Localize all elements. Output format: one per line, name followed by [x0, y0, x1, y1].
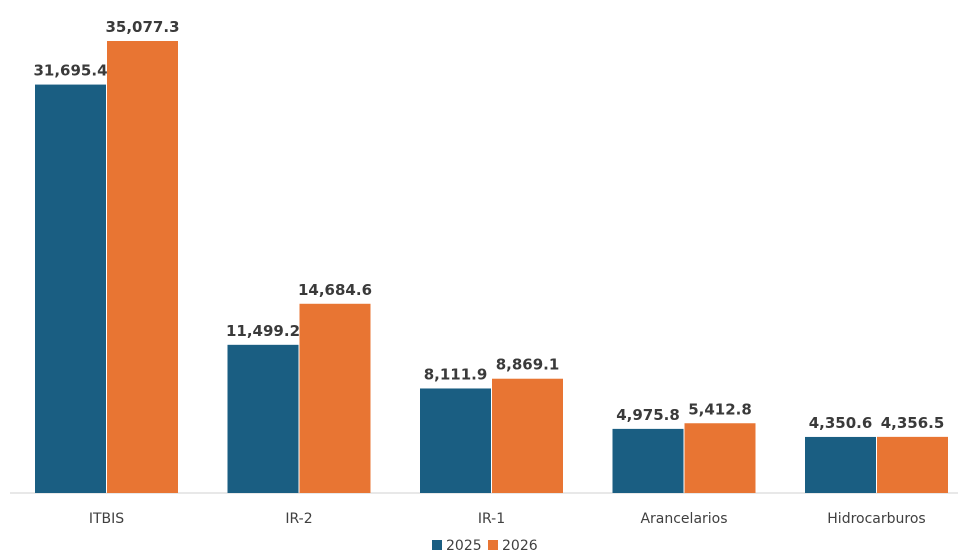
- legend-label-2026: 2026: [502, 538, 538, 554]
- bar-2026-hidrocarburos: [877, 436, 948, 493]
- category-label-ir-2: IR-2: [285, 511, 312, 527]
- value-label-2026-ir-1: 8,869.1: [496, 356, 560, 374]
- bars-group: [35, 41, 948, 493]
- bar-2026-ir-1: [492, 378, 563, 493]
- bar-2025-itbis: [35, 84, 106, 493]
- value-label-2025-arancelarios: 4,975.8: [616, 406, 680, 424]
- legend: 2025 2026: [432, 538, 538, 554]
- legend-swatch-2025: [432, 540, 442, 550]
- category-label-arancelarios: Arancelarios: [640, 511, 727, 527]
- category-label-itbis: ITBIS: [89, 511, 124, 527]
- value-labels-group: 31,695.4 35,077.3 11,499.2 14,684.6 8,111.9 8…: [33, 18, 944, 432]
- value-label-2025-itbis: 31,695.4: [33, 62, 107, 80]
- bar-2025-ir-2: [227, 344, 299, 493]
- value-label-2026-itbis: 35,077.3: [105, 18, 179, 36]
- value-label-2026-ir-2: 14,684.6: [298, 281, 372, 299]
- value-label-2025-ir-2: 11,499.2: [226, 322, 300, 340]
- bar-2026-ir-2: [299, 303, 371, 493]
- bar-2026-arancelarios: [684, 423, 756, 493]
- value-label-2026-arancelarios: 5,412.8: [688, 400, 752, 418]
- bar-2025-arancelarios: [612, 428, 684, 493]
- category-labels-group: ITBIS IR-2 IR-1 Arancelarios Hidrocarburos: [89, 511, 926, 527]
- value-label-2025-ir-1: 8,111.9: [424, 365, 488, 383]
- bar-2025-hidrocarburos: [805, 436, 876, 493]
- legend-label-2025: 2025: [446, 538, 482, 554]
- legend-swatch-2026: [488, 540, 498, 550]
- value-label-2026-hidrocarburos: 4,356.5: [881, 414, 945, 432]
- bar-2025-ir-1: [420, 388, 491, 493]
- bar-2026-itbis: [107, 41, 178, 493]
- category-label-hidrocarburos: Hidrocarburos: [827, 511, 925, 527]
- category-label-ir-1: IR-1: [478, 511, 505, 527]
- value-label-2025-hidrocarburos: 4,350.6: [809, 414, 873, 432]
